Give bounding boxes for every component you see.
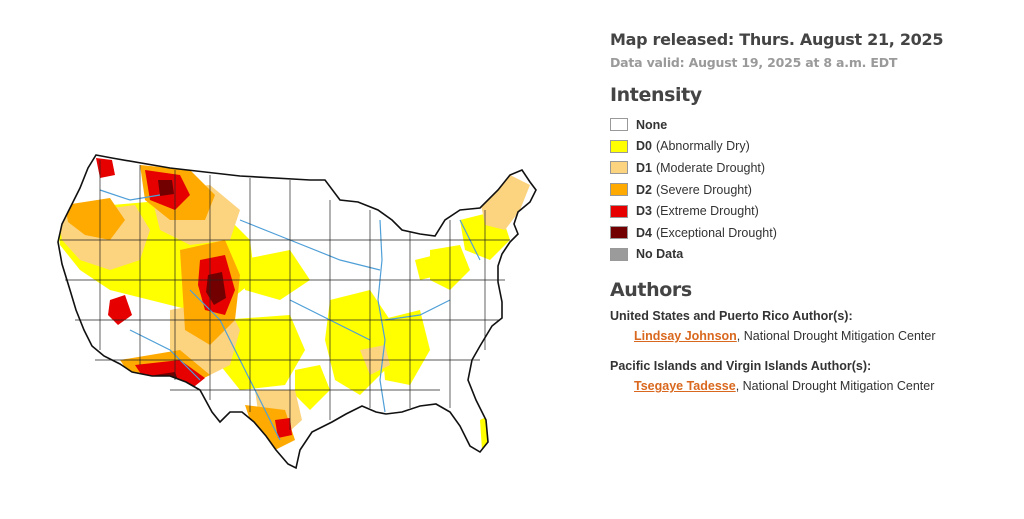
legend-code: D0 [636,139,652,154]
author-line: Lindsay Johnson, National Drought Mitiga… [634,329,1010,343]
map-info-panel: Map released: Thurs. August 21, 2025 Dat… [610,30,1010,409]
state-borders [60,160,510,430]
legend-label: (Severe Drought) [655,182,752,197]
author-group-heading: Pacific Islands and Virgin Islands Autho… [610,359,872,374]
legend-swatch [610,139,628,153]
legend-code: D3 [636,204,652,219]
us-drought-map-svg [57,154,537,469]
data-valid-text: Data valid: August 19, 2025 at 8 a.m. ED… [610,55,898,70]
legend-item: D1 (Moderate Drought) [610,157,1010,179]
map-released-text: Map released: Thurs. August 21, 2025 [610,30,944,49]
legend-item: D3 (Extreme Drought) [610,200,1010,222]
legend-swatch [610,226,628,240]
legend-code: D1 [636,160,652,175]
legend-label: (Exceptional Drought) [655,225,777,240]
legend-label: (Extreme Drought) [655,204,759,219]
legend-label: (Abnormally Dry) [655,139,750,154]
legend-swatch [610,161,628,175]
authors-title: Authors [610,279,692,302]
legend-item: D4 (Exceptional Drought) [610,222,1010,244]
legend-label: No Data [636,247,684,262]
legend-swatch [610,247,628,261]
author-name-link[interactable]: Lindsay Johnson [634,329,737,344]
legend-code: D4 [636,225,652,240]
legend-label: None [636,117,668,132]
author-group-heading: United States and Puerto Rico Author(s): [610,309,853,324]
legend-item: No Data [610,244,1010,266]
authors-list: United States and Puerto Rico Author(s):… [610,309,1010,393]
legend-item: None [610,114,1010,136]
legend-swatch [610,118,628,132]
intensity-legend: None D0 (Abnormally Dry) D1 (Moderate Drough… [610,114,1010,265]
legend-item: D0 (Abnormally Dry) [610,136,1010,158]
drought-map [40,150,570,480]
author-org: , National Drought Mitigation Center [736,329,936,344]
legend-swatch [610,204,628,218]
author-org: , National Drought Mitigation Center [735,379,935,394]
author-name-link[interactable]: Tsegaye Tadesse [634,379,736,394]
legend-label: (Moderate Drought) [655,160,766,175]
legend-swatch [610,183,628,197]
legend-code: D2 [636,182,652,197]
author-line: Tsegaye Tadesse, National Drought Mitiga… [634,379,1010,393]
intensity-title: Intensity [610,84,702,106]
legend-item: D2 (Severe Drought) [610,179,1010,201]
